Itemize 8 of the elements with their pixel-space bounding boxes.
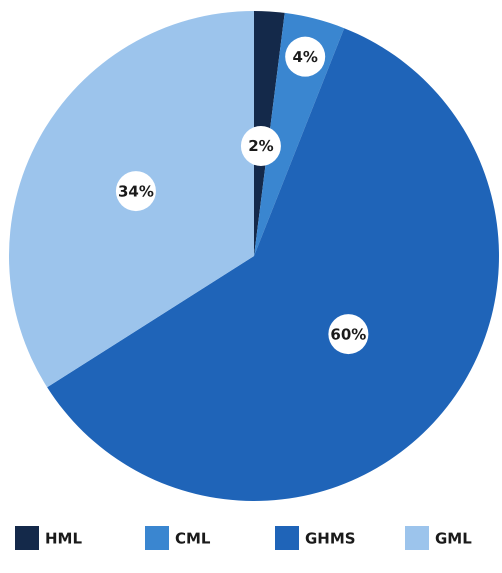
data-label: 60% xyxy=(330,325,366,344)
legend-label: GML xyxy=(435,529,472,548)
legend-label: HML xyxy=(45,529,82,548)
data-label: 4% xyxy=(292,48,318,66)
legend-label: CML xyxy=(175,529,211,548)
data-label: 2% xyxy=(248,137,274,156)
data-label: 34% xyxy=(118,182,154,200)
legend-label: GHMS xyxy=(305,529,356,548)
